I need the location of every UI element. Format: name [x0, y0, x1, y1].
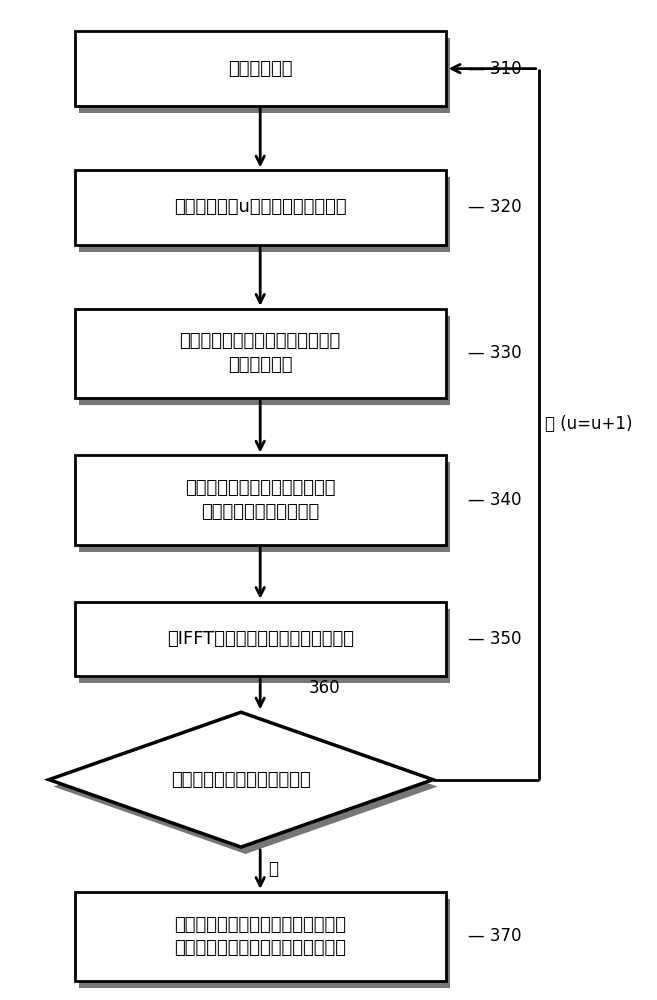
Text: 完成了针对全部序列的解扰？: 完成了针对全部序列的解扰？ [171, 771, 311, 789]
Text: — 350: — 350 [468, 630, 522, 648]
Text: 接收同步信号: 接收同步信号 [228, 60, 292, 78]
FancyBboxPatch shape [75, 170, 446, 245]
Text: — 310: — 310 [468, 60, 522, 78]
FancyBboxPatch shape [79, 316, 450, 405]
FancyBboxPatch shape [79, 462, 450, 552]
FancyBboxPatch shape [75, 602, 446, 676]
Text: 分别检测与接收的同步信号具有最高
相关性的序列、二进制码和循环移位: 分别检测与接收的同步信号具有最高 相关性的序列、二进制码和循环移位 [174, 916, 346, 957]
FancyBboxPatch shape [79, 899, 450, 988]
Text: 针对作为第一序列的复共轭的第二
序列执行解扰: 针对作为第一序列的复共轭的第二 序列执行解扰 [179, 332, 341, 374]
Text: 执行基于一组多个二进制码中的
每个二进制码的符号转换: 执行基于一组多个二进制码中的 每个二进制码的符号转换 [185, 479, 336, 521]
FancyBboxPatch shape [75, 455, 446, 545]
FancyBboxPatch shape [75, 309, 446, 398]
Text: — 370: — 370 [468, 927, 522, 945]
Polygon shape [53, 719, 438, 854]
Text: — 330: — 330 [468, 344, 522, 362]
Text: 是: 是 [268, 860, 278, 878]
Text: 360: 360 [308, 679, 340, 697]
Text: — 320: — 320 [468, 198, 522, 216]
Text: — 340: — 340 [468, 491, 522, 509]
Text: 将IFFT应用到每个符号转换后的序列: 将IFFT应用到每个符号转换后的序列 [167, 630, 353, 648]
Text: 针对具有指数u的第一序列执行解扰: 针对具有指数u的第一序列执行解扰 [174, 198, 346, 216]
FancyBboxPatch shape [75, 892, 446, 981]
FancyBboxPatch shape [79, 609, 450, 683]
Text: 否 (u=u+1): 否 (u=u+1) [545, 415, 633, 433]
FancyBboxPatch shape [75, 31, 446, 106]
FancyBboxPatch shape [79, 177, 450, 252]
Polygon shape [49, 712, 433, 847]
FancyBboxPatch shape [79, 38, 450, 113]
